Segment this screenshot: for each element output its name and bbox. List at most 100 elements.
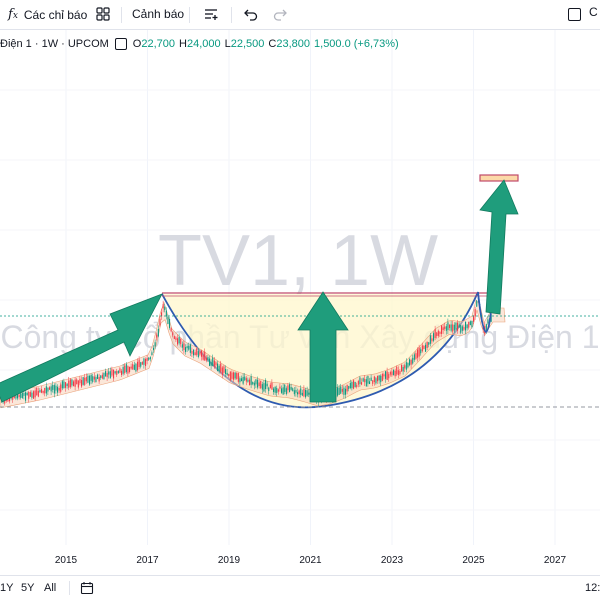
candle <box>250 376 252 385</box>
candle <box>361 382 363 385</box>
candle <box>290 387 292 390</box>
candle <box>266 383 268 387</box>
replay-button[interactable] <box>204 7 218 21</box>
candle <box>370 377 372 381</box>
candle <box>18 394 20 398</box>
candle <box>426 341 428 348</box>
candle <box>133 364 135 370</box>
candle <box>81 380 83 387</box>
candle <box>183 343 185 351</box>
candle <box>186 346 188 349</box>
candle <box>173 336 175 339</box>
candle <box>20 393 22 398</box>
candle <box>378 375 380 381</box>
candle <box>301 392 303 396</box>
candle <box>244 376 246 381</box>
candle <box>242 376 244 384</box>
candle <box>353 380 355 389</box>
candle <box>369 381 371 385</box>
candle <box>217 363 219 371</box>
candle <box>349 383 351 389</box>
candle <box>92 376 94 382</box>
candle <box>295 390 297 393</box>
layout-button[interactable] <box>96 7 110 21</box>
candle <box>383 374 385 377</box>
x-tick-label: 2027 <box>544 555 567 566</box>
candle <box>453 324 455 331</box>
candle <box>356 384 358 388</box>
fullscreen-checkbox-icon[interactable] <box>568 8 581 21</box>
candle <box>343 387 345 395</box>
fx-icon: fx <box>8 7 18 22</box>
candle <box>268 387 270 391</box>
date-range-icon[interactable] <box>80 581 94 595</box>
candle <box>474 309 476 317</box>
undo-icon <box>244 9 258 21</box>
alert-button[interactable]: Cảnh báo <box>132 7 184 21</box>
x-tick-label: 2021 <box>299 555 322 566</box>
candle <box>247 379 249 382</box>
candle <box>210 361 212 366</box>
clock-time: 12: <box>585 582 600 594</box>
candle <box>213 360 215 367</box>
candle <box>402 366 404 372</box>
candle <box>50 386 52 392</box>
target-marker <box>479 174 519 182</box>
candle <box>234 372 236 379</box>
candle <box>77 380 79 388</box>
candle <box>298 390 300 395</box>
candle <box>71 379 73 386</box>
candle <box>239 378 241 383</box>
cup-handle <box>477 291 493 334</box>
candle <box>434 329 436 339</box>
x-tick-label: 2015 <box>55 555 78 566</box>
candle <box>60 384 62 392</box>
candle <box>178 336 180 344</box>
range-1y-button[interactable]: 1Y <box>0 582 14 594</box>
candle <box>418 347 420 357</box>
candle <box>468 321 470 328</box>
candle <box>393 370 395 375</box>
candle <box>193 349 195 356</box>
candle <box>229 371 231 381</box>
candle <box>26 392 28 396</box>
legend-settings-icon[interactable] <box>114 38 127 50</box>
candle <box>457 322 459 331</box>
candle <box>463 326 465 330</box>
candle <box>257 379 259 388</box>
candle <box>108 371 110 375</box>
candle <box>100 375 102 378</box>
candle <box>444 326 446 329</box>
candle <box>252 381 254 385</box>
price-chart[interactable]: TV1, 1W Công ty Cổ phần Tư vấn Xây dựng … <box>0 30 600 575</box>
candle <box>396 366 398 375</box>
candle <box>156 334 158 338</box>
candle <box>153 347 155 351</box>
trend-arrow-left <box>0 293 163 403</box>
undo-button[interactable] <box>244 7 258 21</box>
candle <box>31 392 33 398</box>
candle <box>276 387 278 393</box>
candle <box>207 357 209 361</box>
symbol-label[interactable]: Điện 1 · 1W · UPCOM <box>0 38 109 50</box>
candle <box>29 392 31 397</box>
candle <box>431 338 433 342</box>
candle <box>487 319 489 324</box>
indicators-button[interactable]: fx Các chỉ báo <box>8 7 87 22</box>
redo-button[interactable] <box>273 7 287 21</box>
candle <box>405 362 407 370</box>
candle <box>428 342 430 345</box>
candle <box>389 372 391 375</box>
candle <box>202 354 204 360</box>
range-5y-button[interactable]: 5Y <box>21 582 35 594</box>
range-all-button[interactable]: All <box>44 582 57 594</box>
candle <box>365 379 367 387</box>
candle <box>145 359 147 367</box>
candle <box>340 386 342 394</box>
candle <box>236 372 238 379</box>
toolbar-divider <box>121 7 122 23</box>
candle <box>105 371 107 377</box>
candle <box>167 316 169 325</box>
indicators-label: Các chỉ báo <box>23 7 88 22</box>
candle <box>199 351 201 355</box>
